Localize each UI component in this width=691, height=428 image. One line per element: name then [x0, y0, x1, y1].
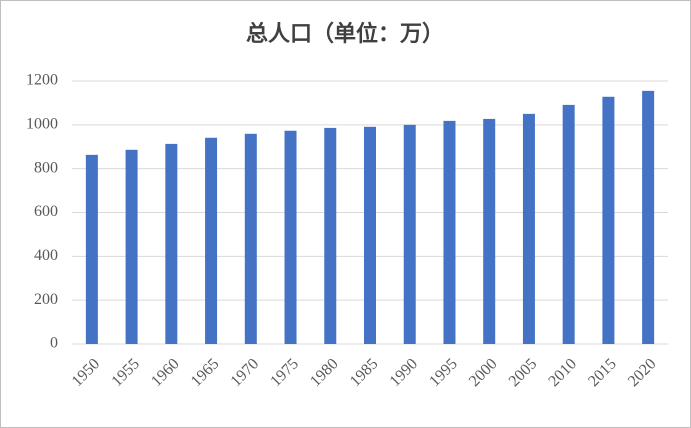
chart-title: 总人口（单位：万） — [246, 21, 444, 47]
bar — [324, 127, 337, 344]
y-tick-label: 200 — [34, 291, 58, 308]
y-tick-label: 400 — [34, 247, 58, 264]
bar — [602, 96, 615, 344]
bar — [364, 126, 376, 344]
bar — [522, 113, 535, 344]
y-tick-label: 0 — [50, 335, 58, 352]
y-tick-label: 1000 — [26, 116, 58, 133]
bar — [443, 120, 456, 344]
bar — [165, 143, 178, 344]
y-tick-label: 600 — [34, 203, 58, 220]
bar — [244, 133, 257, 344]
bar — [125, 149, 138, 344]
y-tick-label: 1200 — [26, 72, 58, 89]
bar — [85, 154, 98, 344]
bar — [562, 104, 575, 345]
bar — [642, 90, 655, 344]
bar — [205, 137, 218, 344]
y-tick-label: 800 — [34, 159, 58, 176]
bar — [284, 130, 297, 344]
bar — [403, 124, 416, 344]
bar — [483, 118, 496, 344]
